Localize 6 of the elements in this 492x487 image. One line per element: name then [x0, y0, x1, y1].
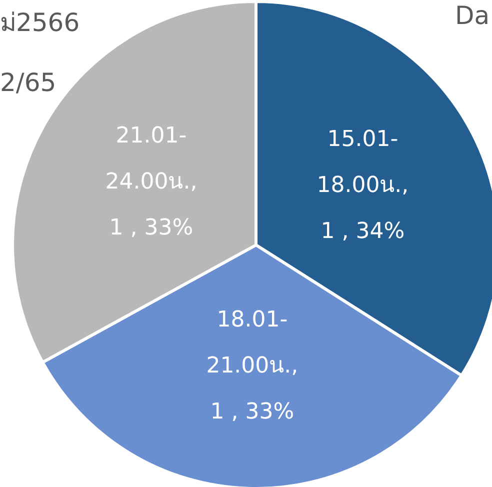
slice-label: 15.01-18.00น., 1 , 34%: [316, 127, 409, 244]
slice-label: 21.01-24.00น., 1 , 33%: [105, 124, 198, 241]
text: 2/65: [0, 68, 56, 97]
text: Da: [455, 1, 490, 30]
text: ม่2566: [0, 8, 80, 37]
slice-label: 18.01-21.00น., 1 , 33%: [206, 307, 298, 424]
